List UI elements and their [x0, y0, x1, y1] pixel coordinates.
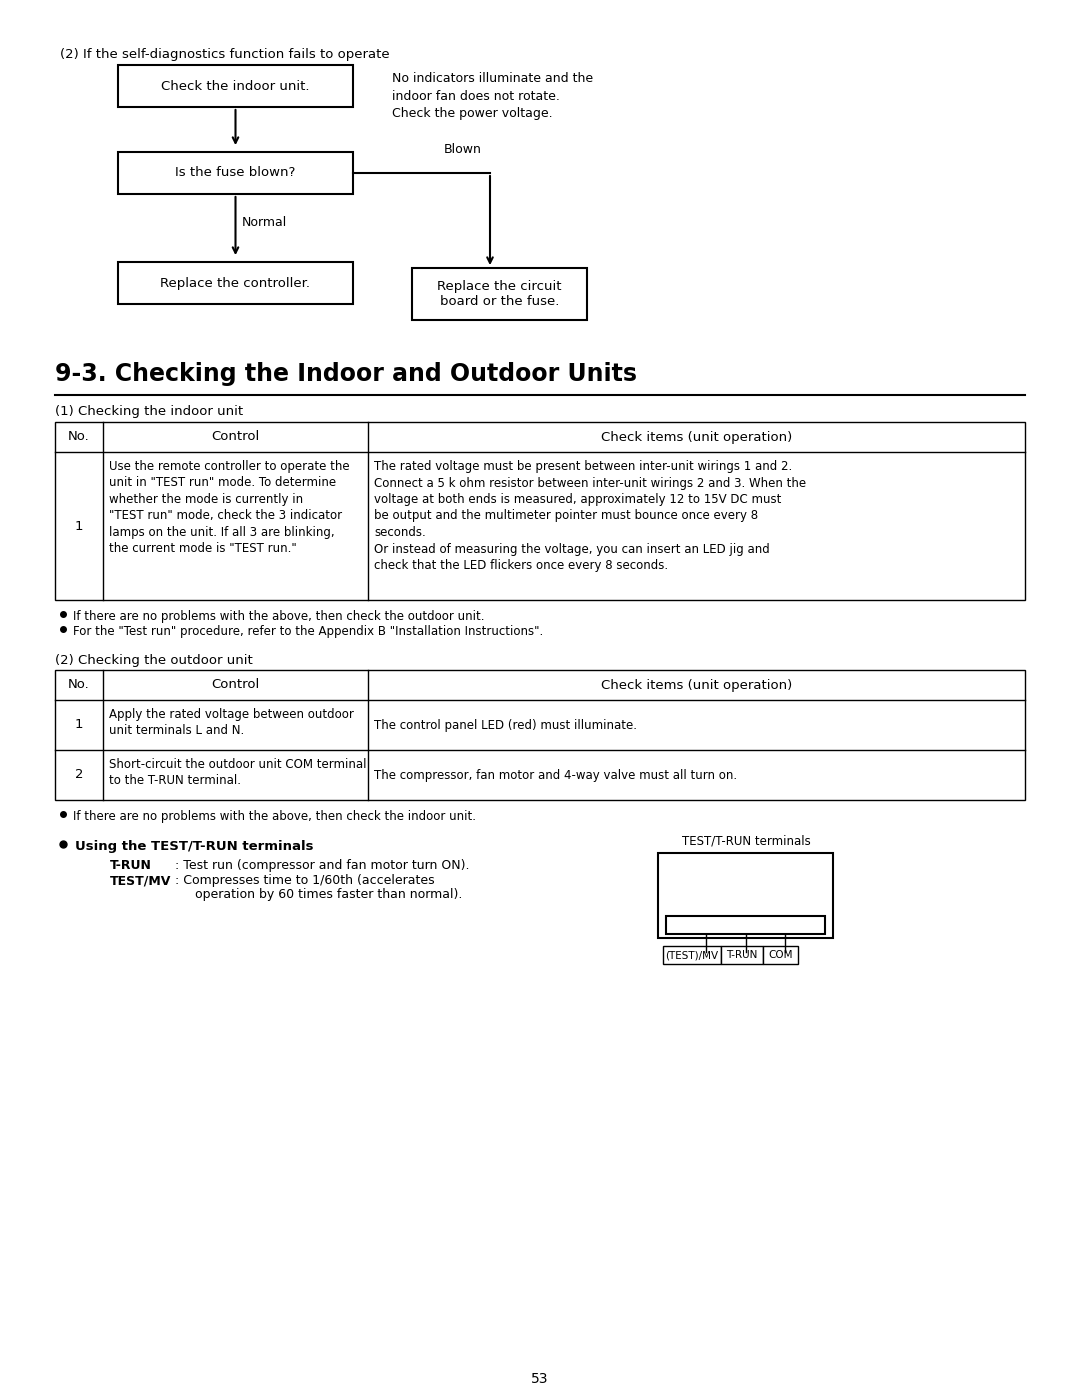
Text: 53: 53	[531, 1372, 549, 1386]
Bar	[411, 268, 588, 320]
Text: (1) Checking the indoor unit: (1) Checking the indoor unit	[55, 405, 243, 418]
Text: TEST/T-RUN terminals: TEST/T-RUN terminals	[681, 835, 810, 848]
Text: Check items (unit operation): Check items (unit operation)	[600, 679, 792, 692]
Text: Is the fuse blown?: Is the fuse blown?	[175, 166, 296, 179]
Text: Short-circuit the outdoor unit COM terminal
to the T-RUN terminal.: Short-circuit the outdoor unit COM termi…	[109, 759, 366, 788]
Text: Replace the circuit
board or the fuse.: Replace the circuit board or the fuse.	[437, 279, 562, 307]
Text: Use the remote controller to operate the
unit in "TEST run" mode. To determine
w: Use the remote controller to operate the…	[109, 460, 350, 556]
Bar	[55, 671, 1025, 800]
Text: For the "Test run" procedure, refer to the Appendix B "Installation Instructions: For the "Test run" procedure, refer to t…	[73, 624, 543, 638]
Bar	[762, 946, 798, 964]
Bar	[118, 152, 353, 194]
Text: The control panel LED (red) must illuminate.: The control panel LED (red) must illumin…	[374, 718, 637, 732]
Text: Blown: Blown	[444, 142, 482, 156]
Text: Check the indoor unit.: Check the indoor unit.	[161, 80, 310, 92]
Text: 2: 2	[75, 768, 83, 781]
Text: (TEST)/MV: (TEST)/MV	[665, 950, 718, 960]
Text: No.: No.	[68, 679, 90, 692]
Text: No indicators illuminate and the
indoor fan does not rotate.
Check the power vol: No indicators illuminate and the indoor …	[392, 73, 593, 120]
Text: If there are no problems with the above, then check the indoor unit.: If there are no problems with the above,…	[73, 810, 476, 823]
Text: operation by 60 times faster than normal).: operation by 60 times faster than normal…	[195, 888, 462, 901]
Text: Apply the rated voltage between outdoor
unit terminals L and N.: Apply the rated voltage between outdoor …	[109, 708, 354, 738]
Bar	[118, 66, 353, 108]
Bar	[663, 946, 721, 964]
Text: : Compresses time to 1/60th (accelerates: : Compresses time to 1/60th (accelerates	[175, 875, 434, 887]
Text: Control: Control	[212, 430, 259, 443]
Text: If there are no problems with the above, then check the outdoor unit.: If there are no problems with the above,…	[73, 610, 485, 623]
Text: 1: 1	[75, 718, 83, 732]
Text: COM: COM	[768, 950, 793, 960]
Text: Replace the controller.: Replace the controller.	[161, 277, 311, 289]
Text: : Test run (compressor and fan motor turn ON).: : Test run (compressor and fan motor tur…	[175, 859, 470, 872]
Text: The compressor, fan motor and 4-way valve must all turn on.: The compressor, fan motor and 4-way valv…	[374, 768, 738, 781]
Bar	[118, 263, 353, 305]
Text: No.: No.	[68, 430, 90, 443]
Text: Normal: Normal	[242, 215, 287, 229]
Text: Control: Control	[212, 679, 259, 692]
Text: 1: 1	[75, 520, 83, 532]
Bar	[658, 854, 833, 937]
Text: T-RUN: T-RUN	[110, 859, 152, 872]
Text: Using the TEST/T-RUN terminals: Using the TEST/T-RUN terminals	[75, 840, 313, 854]
Text: TEST/MV: TEST/MV	[110, 875, 172, 887]
Text: The rated voltage must be present between inter-unit wirings 1 and 2.
Connect a : The rated voltage must be present betwee…	[374, 460, 806, 571]
Bar	[666, 916, 825, 935]
Bar	[721, 946, 762, 964]
Text: (2) Checking the outdoor unit: (2) Checking the outdoor unit	[55, 654, 253, 666]
Text: T-RUN: T-RUN	[727, 950, 758, 960]
Text: (2) If the self-diagnostics function fails to operate: (2) If the self-diagnostics function fai…	[60, 47, 390, 61]
Text: Check items (unit operation): Check items (unit operation)	[600, 430, 792, 443]
Text: 9-3. Checking the Indoor and Outdoor Units: 9-3. Checking the Indoor and Outdoor Uni…	[55, 362, 637, 386]
Bar	[55, 422, 1025, 599]
